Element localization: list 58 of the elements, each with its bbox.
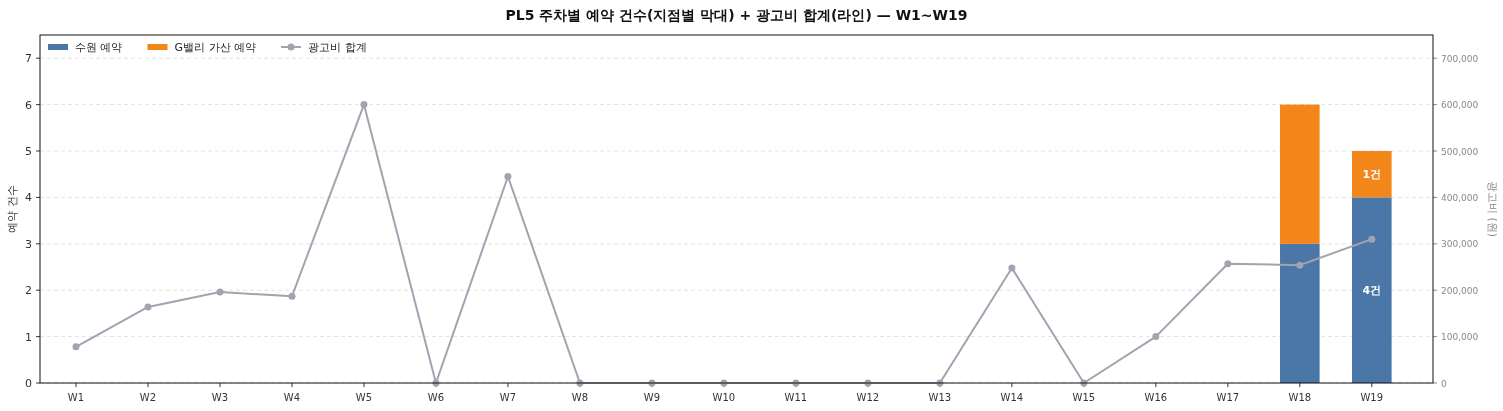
- x-tick-label: W14: [1000, 392, 1024, 403]
- x-tick-label: W10: [712, 392, 736, 403]
- y2-tick-label: 0: [1441, 378, 1447, 389]
- y-tick-label: 1: [25, 330, 32, 344]
- y-tick-label: 0: [25, 377, 32, 390]
- x-tick-label: W7: [499, 392, 517, 403]
- point: [360, 101, 368, 109]
- legend-label: G밸리 가산 예약: [174, 41, 257, 54]
- point: [504, 173, 512, 181]
- chart-title: PL5 주차별 예약 건수(지점별 막대) + 광고비 합계(라인) — W1~W19: [505, 7, 968, 23]
- data-label: 1건: [1362, 168, 1382, 182]
- y-tick-label: 3: [25, 237, 32, 251]
- y-tick-label: 5: [25, 145, 32, 158]
- x-tick-label: W6: [427, 392, 445, 403]
- bar: [1352, 197, 1392, 383]
- y-axis-title: 예약 건수: [6, 185, 19, 233]
- bar: [1352, 151, 1392, 198]
- y2-tick-label: 700,000: [1441, 53, 1479, 64]
- point: [288, 292, 296, 300]
- bar: [1280, 104, 1320, 244]
- legend-label: 수원 예약: [75, 41, 123, 54]
- y2-tick-label: 200,000: [1441, 285, 1479, 296]
- y2-tick-label: 600,000: [1441, 100, 1479, 111]
- x-tick-label: W1: [67, 392, 85, 403]
- x-tick-label: W5: [355, 392, 373, 403]
- x-tick-label: W12: [856, 392, 880, 403]
- x-tick-label: W13: [928, 392, 952, 403]
- point: [1008, 264, 1016, 272]
- x-tick-label: W17: [1216, 392, 1240, 403]
- y2-tick-label: 100,000: [1441, 332, 1479, 343]
- y-tick-label: 4: [25, 191, 32, 205]
- y2-axis-title: 광고비 (원): [1486, 180, 1499, 238]
- point: [1296, 261, 1304, 269]
- data-label: 4건: [1362, 284, 1382, 298]
- x-tick-label: W19: [1360, 392, 1384, 403]
- y-tick-label: 7: [25, 52, 32, 66]
- y-tick-label: 2: [25, 284, 32, 298]
- y-tick-label: 6: [25, 98, 32, 112]
- x-tick-label: W3: [211, 392, 229, 403]
- x-tick-label: W16: [1144, 392, 1168, 403]
- point: [72, 343, 80, 351]
- point: [1224, 260, 1232, 268]
- y2-tick-label: 300,000: [1441, 239, 1479, 250]
- x-tick-label: W15: [1072, 392, 1096, 403]
- x-tick-label: W11: [784, 392, 808, 403]
- x-tick-label: W4: [283, 392, 301, 403]
- x-tick-label: W9: [643, 392, 661, 403]
- point: [1152, 333, 1160, 341]
- point: [1368, 235, 1376, 243]
- x-tick-label: W2: [139, 392, 157, 403]
- x-tick-label: W18: [1288, 392, 1312, 403]
- point: [216, 288, 224, 296]
- point: [144, 303, 152, 311]
- legend-label: 광고비 합계: [308, 41, 367, 54]
- bar: [1280, 243, 1320, 383]
- y2-tick-label: 400,000: [1441, 192, 1479, 203]
- y2-tick-label: 500,000: [1441, 146, 1479, 157]
- x-tick-label: W8: [571, 392, 589, 403]
